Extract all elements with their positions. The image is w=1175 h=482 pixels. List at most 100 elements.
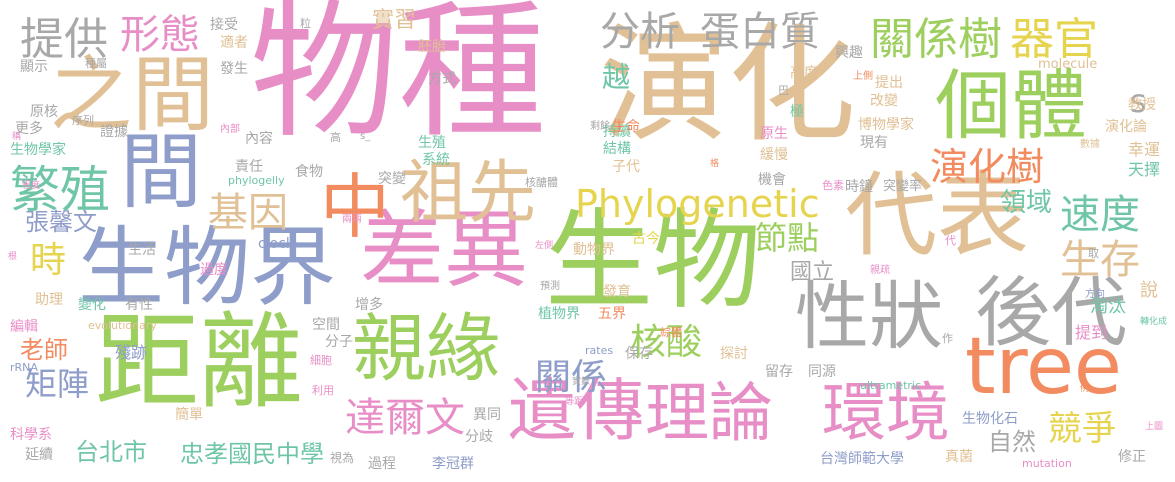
word-李冠群: 李冠群 [432,456,474,472]
word-緩慢: 緩慢 [760,147,788,163]
word-台北市: 台北市 [75,438,147,466]
word-系統: 系統 [422,152,450,168]
word-越: 越 [598,62,631,90]
word-clock: clock [258,236,294,252]
word-說: 說 [1140,280,1158,301]
word-利用: 利用 [312,384,334,397]
word-巴: 巴 [778,84,789,97]
word-子代: 子代 [612,159,640,175]
word-後代: 後代 [975,268,1127,357]
word-殘跡: 殘跡 [115,343,148,362]
word-食物: 食物 [295,164,323,180]
word-等距: 等距 [565,397,584,407]
word-分析: 分析 [600,9,680,55]
word-種屬: 種屬 [85,57,107,70]
word-tree: tree [965,322,1122,412]
word-原生: 原生 [760,126,788,142]
word-視為: 視為 [330,451,355,465]
word-s: s [1130,82,1147,120]
word-phylogelly: phylogelly [228,174,285,187]
word-植物界: 植物界 [538,306,580,322]
word-國立: 國立 [790,260,835,285]
word-基因: 基因 [208,190,288,236]
word-例: 例 [1080,384,1090,394]
word-五界: 五界 [598,306,626,322]
word-增多: 增多 [355,297,383,313]
word-稱: 稱 [12,132,22,142]
word-形態: 形態 [120,12,200,58]
word-張馨文: 張馨文 [25,208,97,236]
word-代: 代 [945,234,956,247]
word-真菌: 真菌 [945,449,973,465]
word-格: 格 [710,159,720,169]
word-遺傳: 遺傳 [508,372,645,451]
word-程度: 程度 [22,181,41,191]
word-內容: 內容 [245,131,273,147]
word-粒: 粒 [300,17,311,30]
word-mutation: mutation [1022,457,1072,470]
word-探討: 探討 [720,346,748,362]
word-molecule: molecule [1038,57,1098,72]
word-極: 極 [790,104,804,120]
word-演化樹: 演化樹 [930,145,1045,189]
word-忠孝國民中學: 忠孝國民中學 [180,440,324,468]
word-幸運: 幸運 [1128,140,1161,159]
word-現有: 現有 [860,135,888,151]
word-生活: 生活 [128,242,156,258]
word-演化: 演化 [600,11,857,160]
word-速度: 速度 [1060,192,1140,238]
word-原核: 原核 [30,104,58,120]
word-關係樹: 關係樹 [870,14,1002,65]
word-有性: 有性 [125,297,153,313]
word-高: 高 [330,131,341,144]
word-剩餘: 剩餘 [590,121,610,132]
word-提到: 提到 [1075,323,1108,342]
word-內部: 內部 [220,124,240,135]
word-達爾文: 達爾文 [345,395,465,441]
word-變化: 變化 [78,297,106,313]
word-分歧: 分歧 [465,429,493,445]
word-生命: 生命 [612,119,640,135]
word-代表: 代表 [845,162,1030,269]
word-evolutionary: evolutionary [88,319,157,332]
word-核醣體: 核醣體 [525,176,558,189]
word-上側: 上側 [853,71,873,82]
word-老師: 老師 [20,336,68,364]
word-自然: 自然 [988,428,1036,456]
word-序列: 序列 [72,114,94,127]
word-同源: 同源 [808,364,836,380]
word-生物: 生物 [545,199,762,324]
word-細胞: 細胞 [310,354,332,367]
word-延續: 延續 [25,447,53,463]
word-突變: 突變 [378,171,406,187]
word-淘汰: 淘汰 [1090,296,1126,317]
word-rRNA: rRNA [10,361,38,374]
word-興趣: 興趣 [835,45,863,61]
word-空間: 空間 [312,317,340,333]
word-作: 作 [942,332,953,345]
word-方向: 方向 [1085,289,1105,300]
word-天擇: 天擇 [1128,160,1161,179]
word-修正: 修正 [1118,449,1146,465]
word-方式: 方式 [428,71,456,87]
word-發育: 發育 [603,284,631,300]
word-蛋白質: 蛋白質 [700,9,820,55]
word-持續: 持續 [603,124,631,140]
word-距離: 距離 [95,301,304,423]
word-rates: rates [585,344,614,357]
word-過程: 過程 [368,456,396,472]
word-上圖: 上圖 [1145,422,1164,432]
word-之間: 之間 [50,48,215,143]
word-時: 時 [30,240,67,281]
word-高度: 高度 [790,65,818,81]
word-古今: 古今 [632,231,660,247]
word-領域: 領域 [1000,188,1053,218]
word-矩陣: 矩陣 [25,365,90,403]
word-過度: 過度 [200,262,228,278]
word-簡單: 簡單 [175,407,203,423]
word-繁殖: 繁殖 [10,161,110,219]
word-ultrametric: ultrametric [860,379,922,392]
word-提供: 提供 [20,14,108,65]
word-預測: 預測 [540,281,560,292]
